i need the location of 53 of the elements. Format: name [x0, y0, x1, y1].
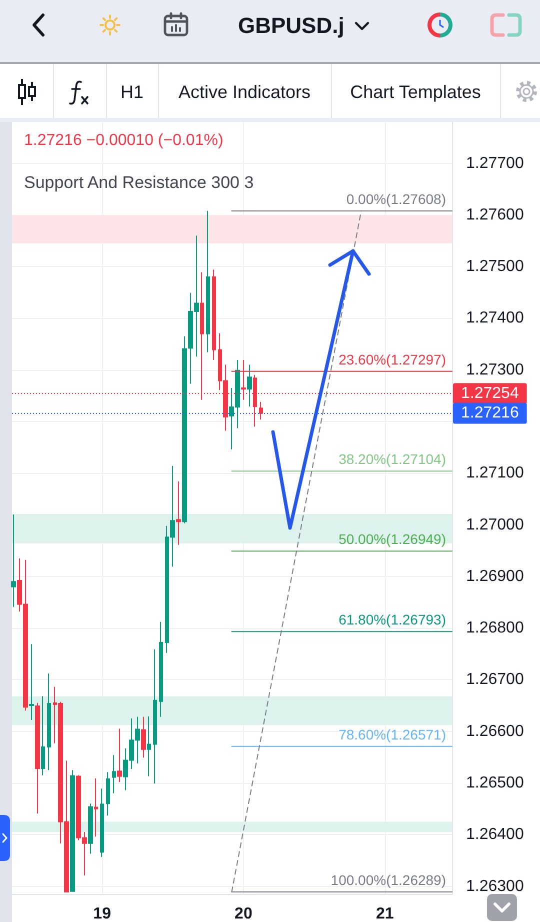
- text: 1.27216 −0.00010 (−0.01%): [24, 131, 224, 151]
- y-tick-label: 1.27100: [466, 464, 524, 482]
- candlestick: [11, 514, 16, 608]
- y-tick-label: 1.26400: [466, 826, 524, 844]
- y-tick-label: 1.26800: [466, 620, 524, 637]
- series-label: 38.20%(1.27104): [338, 451, 446, 468]
- candlestick: [112, 754, 116, 794]
- x-tick-label: 21: [376, 906, 394, 922]
- candlestick: [147, 716, 151, 777]
- y-tick-label: 1.26700: [466, 671, 524, 688]
- y-tick-label: 1.27400: [466, 310, 524, 327]
- candlestick: [206, 210, 210, 353]
- candlestick: [259, 401, 263, 420]
- y-tick-label: 1.26500: [466, 774, 524, 792]
- candlestick: [176, 480, 181, 546]
- candlestick: [247, 364, 252, 408]
- x-tick-label: 20: [234, 906, 252, 922]
- series-label: 0.00%(1.27608): [346, 190, 446, 207]
- candlestick: [94, 778, 98, 838]
- series-label: 23.60%(1.27297): [338, 351, 446, 368]
- text: Active Indicators: [177, 81, 312, 104]
- y-tick-label: 1.26600: [466, 722, 524, 740]
- ref-line-label: 1.27216: [461, 404, 519, 422]
- ref-line-label: 1.27254: [461, 385, 519, 402]
- candlestick: [70, 770, 75, 892]
- candlestick: [41, 696, 45, 776]
- y-tick-label: 1.26300: [466, 878, 524, 895]
- y-tick-label: 1.26900: [466, 568, 524, 585]
- y-tick-label: 1.27700: [466, 154, 524, 172]
- series-label: 50.00%(1.26949): [338, 531, 446, 548]
- y-tick-label: 1.27000: [466, 516, 524, 534]
- candlestick: [117, 728, 122, 782]
- candlestick: [141, 716, 146, 758]
- candlestick: [35, 702, 40, 814]
- candlestick: [47, 673, 51, 771]
- candlestick: [100, 788, 104, 858]
- chart-title: GBPUSD.j: [238, 12, 344, 40]
- y-tick-label: 1.27500: [466, 258, 524, 276]
- annotation: Support And Resistance 300 3: [24, 173, 254, 193]
- y-tick-label: 1.27300: [466, 361, 524, 378]
- candlestick: [212, 269, 216, 361]
- candlestick: [88, 803, 93, 854]
- candlestick: [159, 621, 163, 718]
- text: H1: [119, 81, 144, 104]
- y-tick-label: 1.27600: [466, 206, 524, 224]
- candlestick: [153, 648, 157, 784]
- series-label: 78.60%(1.26571): [338, 726, 446, 742]
- x-tick-label: 19: [93, 906, 112, 922]
- candlestick: [106, 772, 110, 816]
- series-label: 61.80%(1.26793): [338, 612, 446, 628]
- candlestick: [29, 644, 34, 720]
- text: Chart Templates: [349, 81, 482, 104]
- series-label: 100.00%(1.26289): [330, 872, 446, 888]
